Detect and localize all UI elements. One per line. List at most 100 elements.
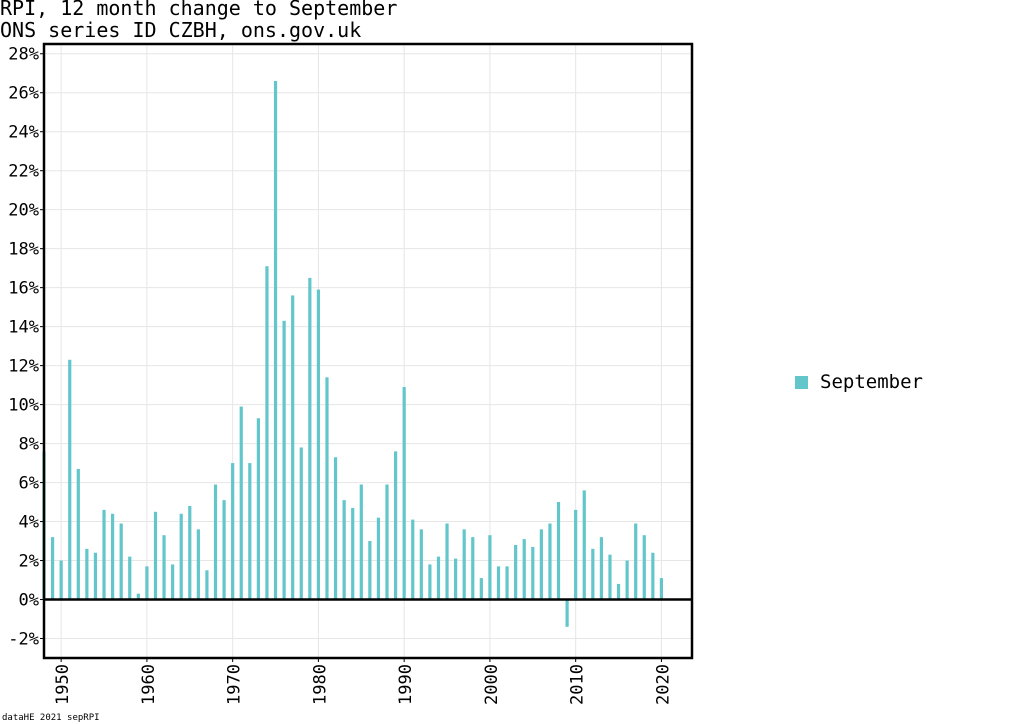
y-tick-label: -2% — [8, 630, 39, 650]
bar-2018 — [642, 535, 646, 600]
bar-1961 — [153, 511, 158, 600]
bar-1957 — [119, 523, 123, 600]
legend-label: September — [820, 371, 923, 393]
bar-1960 — [145, 566, 149, 600]
bar-2001 — [496, 566, 501, 600]
bar-2011 — [582, 490, 586, 600]
bar-1956 — [111, 513, 115, 600]
bar-1967 — [205, 570, 209, 600]
bar-1990 — [402, 387, 406, 600]
x-tick-label: 1990 — [396, 664, 416, 705]
bar-2015 — [616, 583, 621, 600]
bar-2003 — [514, 544, 518, 600]
bar-1969 — [222, 500, 226, 600]
bar-1955 — [102, 509, 106, 600]
plot-frame — [42, 42, 694, 660]
y-tick-label: 20% — [8, 201, 39, 221]
bar-2006 — [539, 529, 543, 600]
bar-1980 — [316, 289, 321, 600]
y-tick-label: 26% — [8, 84, 39, 104]
y-tick-label: 6% — [19, 474, 39, 494]
bar-1984 — [351, 507, 355, 600]
y-tick-label: 4% — [19, 513, 39, 533]
bar-1949 — [50, 537, 55, 600]
bar-1953 — [85, 548, 89, 600]
bar-1959 — [136, 593, 140, 600]
bar-1996 — [454, 558, 458, 600]
bar-2008 — [556, 502, 561, 600]
legend: September — [795, 371, 923, 393]
bar-1994 — [436, 556, 441, 600]
bar-1974 — [265, 266, 269, 600]
bar-2014 — [608, 554, 612, 600]
bar-1989 — [393, 451, 398, 600]
bar-1991 — [411, 519, 415, 600]
y-tick-label: 18% — [8, 240, 39, 260]
x-tick-label: 2010 — [568, 664, 588, 705]
bar-1997 — [462, 529, 466, 600]
bar-2009 — [565, 599, 569, 627]
bar-1971 — [239, 406, 243, 600]
bar-1958 — [128, 556, 132, 600]
x-tick-label: 2020 — [653, 664, 673, 705]
bar-2002 — [505, 566, 509, 600]
x-tick-label: 1960 — [139, 664, 159, 705]
y-tick-label: 22% — [8, 162, 39, 182]
bar-1992 — [419, 529, 423, 600]
bar-1995 — [445, 523, 449, 600]
bar-2013 — [599, 537, 603, 600]
bar-1998 — [471, 537, 475, 600]
bar-1999 — [479, 578, 483, 600]
credit-caption: dataHE 2021 sepRPI — [2, 713, 100, 723]
bar-1976 — [282, 320, 286, 600]
bar-1972 — [248, 463, 252, 600]
bar-2016 — [625, 560, 629, 600]
bar-2017 — [634, 523, 638, 600]
bar-1963 — [171, 564, 175, 600]
bar-1950 — [59, 560, 63, 600]
bar-1979 — [308, 277, 312, 600]
bar-1982 — [333, 457, 338, 600]
bar-1987 — [376, 517, 381, 600]
x-tick-label: 2000 — [482, 664, 502, 705]
y-tick-label: 16% — [8, 279, 39, 299]
bar-1975 — [273, 81, 278, 600]
bar-2020 — [659, 578, 664, 600]
x-tick-label: 1970 — [225, 664, 245, 705]
legend-swatch — [795, 375, 808, 389]
x-tick-label: 1980 — [310, 664, 330, 705]
bar-1954 — [93, 552, 98, 600]
y-tick-label: 12% — [8, 357, 39, 377]
bar-1970 — [231, 463, 235, 600]
bar-2012 — [591, 548, 595, 600]
y-tick-label: 28% — [8, 45, 39, 65]
y-tick-label: 0% — [19, 591, 39, 611]
bar-1986 — [368, 541, 372, 600]
bar-2005 — [531, 546, 535, 600]
bar-1968 — [213, 484, 218, 600]
bar-1973 — [256, 418, 260, 600]
x-tick-label: 1950 — [53, 664, 73, 705]
bar-1965 — [188, 505, 192, 600]
bar-1985 — [359, 484, 363, 600]
chart-subtitle: ONS series ID CZBH, ons.gov.uk — [0, 18, 362, 42]
bar-2004 — [522, 539, 526, 600]
y-tick-label: 10% — [8, 396, 39, 416]
bar-1951 — [68, 359, 72, 600]
bar-1993 — [428, 564, 432, 600]
bar-1981 — [325, 377, 329, 600]
y-tick-label: 8% — [19, 435, 39, 455]
bar-1962 — [162, 535, 166, 600]
y-tick-label: 2% — [19, 552, 39, 572]
bar-1983 — [342, 500, 346, 600]
bar-2000 — [488, 535, 492, 600]
chart-title: RPI, 12 month change to September — [0, 0, 398, 20]
bar-1978 — [299, 447, 303, 600]
bar-1966 — [196, 529, 200, 600]
y-tick-label: 14% — [8, 318, 39, 338]
bar-2007 — [548, 523, 552, 600]
bar-1977 — [291, 295, 295, 600]
bar-1964 — [179, 513, 183, 600]
bar-1988 — [385, 484, 389, 600]
